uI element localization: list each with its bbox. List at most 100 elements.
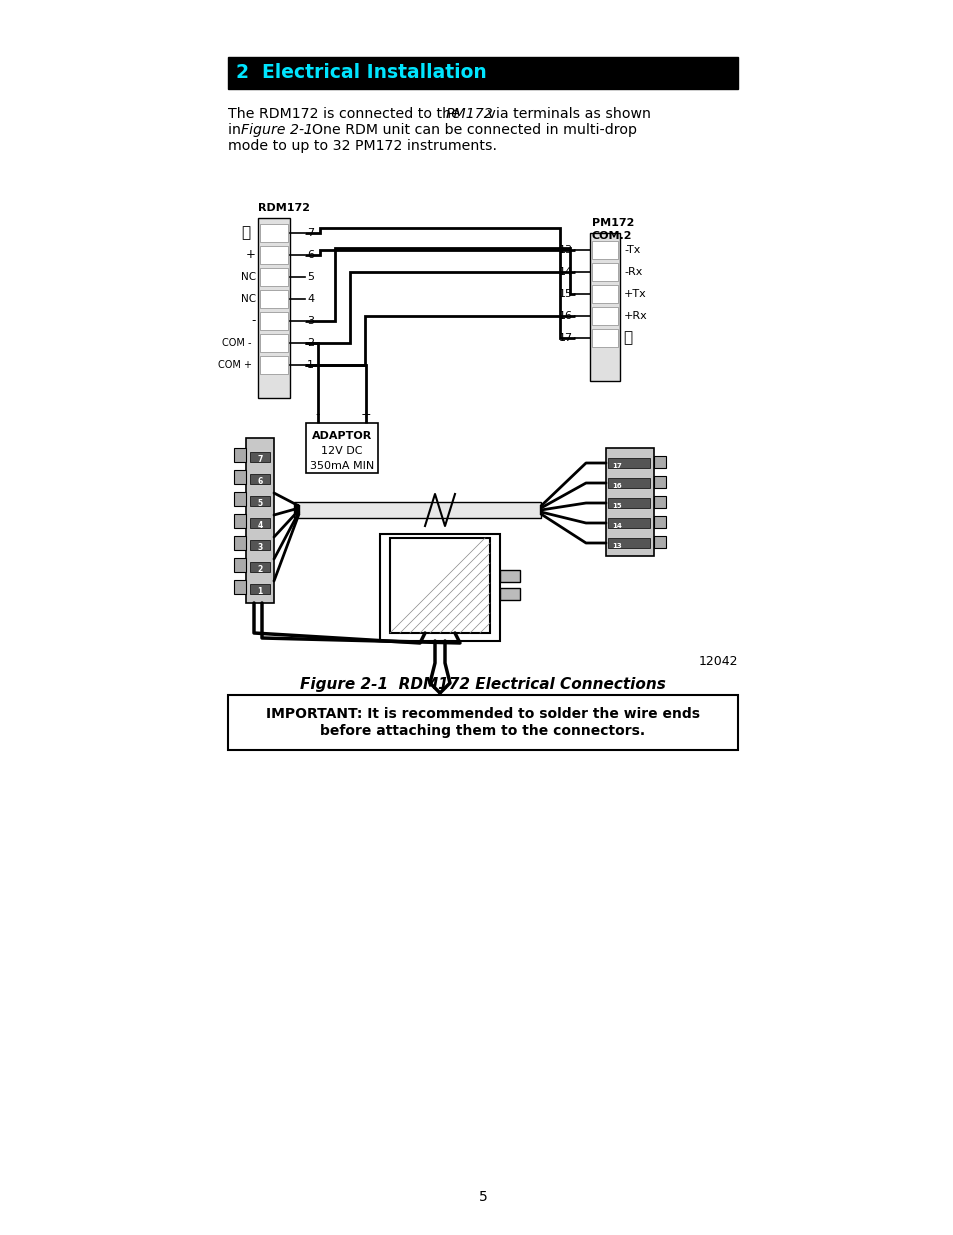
Bar (607, 498, 649, 508)
Bar (589, 233, 619, 382)
Text: IMPORTANT: It is recommended to solder the wire ends: IMPORTANT: It is recommended to solder t… (266, 706, 700, 720)
Text: 14: 14 (558, 267, 573, 277)
Text: NC: NC (240, 294, 255, 304)
Text: -Rx: -Rx (623, 267, 641, 277)
Bar (654, 536, 665, 548)
Bar (654, 456, 665, 468)
Text: in: in (228, 124, 245, 137)
Text: 17: 17 (558, 333, 573, 343)
Text: 1: 1 (307, 359, 314, 370)
Text: 350mA MIN: 350mA MIN (310, 461, 374, 471)
Text: 2: 2 (307, 338, 314, 348)
Text: 3: 3 (307, 316, 314, 326)
Bar (228, 695, 738, 750)
Bar (654, 475, 665, 488)
Text: +Tx: +Tx (623, 289, 646, 299)
Text: 13: 13 (612, 543, 621, 550)
Bar (250, 474, 270, 484)
Text: 7: 7 (307, 228, 314, 238)
Bar (260, 246, 288, 264)
Text: 12V DC: 12V DC (321, 446, 362, 456)
Bar (607, 458, 649, 468)
Bar (250, 562, 270, 572)
Bar (260, 312, 288, 330)
Text: COM -: COM - (222, 338, 252, 348)
Text: 16: 16 (612, 483, 621, 489)
Bar (260, 224, 288, 242)
Bar (233, 448, 246, 462)
Text: 6: 6 (307, 249, 314, 261)
Bar (260, 333, 288, 352)
Text: ⏚: ⏚ (241, 226, 251, 241)
Bar (607, 538, 649, 548)
Text: 4: 4 (307, 294, 314, 304)
Text: COM.2: COM.2 (592, 231, 632, 241)
Bar (592, 285, 618, 303)
Bar (592, 241, 618, 259)
Text: 15: 15 (558, 289, 573, 299)
Text: ADAPTOR: ADAPTOR (312, 431, 372, 441)
Text: PM172: PM172 (446, 107, 494, 121)
Bar (294, 501, 540, 517)
Text: 1: 1 (257, 587, 262, 595)
Text: +: + (246, 248, 255, 262)
Bar (260, 356, 288, 374)
Bar (250, 584, 270, 594)
Bar (607, 517, 649, 529)
Text: 16: 16 (558, 311, 573, 321)
Bar (260, 268, 288, 287)
Text: 2: 2 (257, 564, 262, 573)
Text: COM +: COM + (218, 359, 252, 370)
Bar (607, 478, 649, 488)
Text: via terminals as shown: via terminals as shown (482, 107, 650, 121)
Text: PM172: PM172 (592, 219, 634, 228)
Bar (654, 516, 665, 529)
Text: 3: 3 (257, 542, 262, 552)
Bar (592, 263, 618, 282)
Text: 15: 15 (612, 503, 621, 509)
Text: 14: 14 (612, 522, 621, 529)
Text: The RDM172 is connected to the: The RDM172 is connected to the (228, 107, 464, 121)
Bar (246, 438, 274, 603)
Bar (233, 580, 246, 594)
Text: mode to up to 32 PM172 instruments.: mode to up to 32 PM172 instruments. (228, 140, 497, 153)
Bar (233, 492, 246, 506)
Bar (228, 57, 738, 89)
Text: NC: NC (240, 272, 255, 282)
Text: ⏚: ⏚ (622, 331, 632, 346)
Bar (233, 471, 246, 484)
Bar (654, 496, 665, 508)
Bar (592, 329, 618, 347)
Bar (379, 534, 499, 641)
Text: +Rx: +Rx (623, 311, 647, 321)
Bar (605, 448, 654, 556)
Text: Figure 2-1: Figure 2-1 (241, 124, 313, 137)
Text: +: + (360, 408, 371, 421)
Bar (233, 536, 246, 550)
Bar (250, 452, 270, 462)
Text: -: - (315, 408, 320, 421)
Text: -Tx: -Tx (623, 245, 639, 254)
Bar (250, 496, 270, 506)
Bar (250, 540, 270, 550)
Text: 2  Electrical Installation: 2 Electrical Installation (235, 63, 486, 83)
Bar (499, 571, 519, 582)
Text: 5: 5 (307, 272, 314, 282)
Text: 5: 5 (257, 499, 262, 508)
Text: 12042: 12042 (698, 655, 738, 668)
Bar (260, 290, 288, 308)
Text: 7: 7 (257, 454, 262, 463)
Text: -: - (252, 315, 255, 327)
Bar (592, 308, 618, 325)
Text: RDM172: RDM172 (257, 203, 310, 212)
Text: 5: 5 (478, 1191, 487, 1204)
Text: before attaching them to the connectors.: before attaching them to the connectors. (320, 725, 645, 739)
Bar (257, 219, 290, 398)
Text: 17: 17 (612, 463, 621, 469)
Bar (390, 538, 490, 634)
Text: 13: 13 (558, 245, 573, 254)
Bar (250, 517, 270, 529)
Bar (233, 514, 246, 529)
Text: Figure 2-1  RDM172 Electrical Connections: Figure 2-1 RDM172 Electrical Connections (300, 678, 665, 693)
Bar (233, 558, 246, 572)
